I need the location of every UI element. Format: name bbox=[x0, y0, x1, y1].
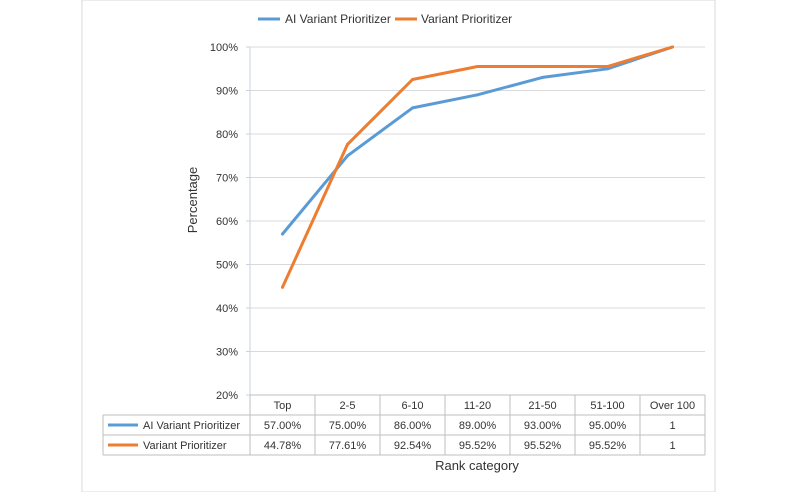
data-point bbox=[281, 285, 284, 289]
data-point bbox=[606, 64, 609, 68]
x-tick-label: 6-10 bbox=[401, 400, 423, 412]
y-axis-ticks: 20% 30% 40% 50% 60% 70% 80% 90% 100% bbox=[210, 42, 238, 402]
table-series-name: AI Variant Prioritizer bbox=[143, 420, 240, 432]
data-point bbox=[281, 232, 284, 236]
table-cell: 86.00% bbox=[394, 420, 432, 432]
table-cell: 89.00% bbox=[459, 420, 497, 432]
data-point bbox=[671, 45, 674, 49]
data-point bbox=[476, 64, 479, 68]
table-cell: 92.54% bbox=[394, 440, 432, 452]
y-tick-label: 40% bbox=[216, 303, 238, 315]
y-tick-label: 60% bbox=[216, 216, 238, 228]
table-cell: 57.00% bbox=[264, 420, 302, 432]
data-point bbox=[411, 106, 414, 110]
legend-label: Variant Prioritizer bbox=[421, 12, 512, 26]
table-cell: 77.61% bbox=[329, 440, 367, 452]
data-point bbox=[541, 64, 544, 68]
table-cell: 1 bbox=[669, 440, 675, 452]
table-cell: 75.00% bbox=[329, 420, 367, 432]
table-cell: 44.78% bbox=[264, 440, 302, 452]
y-tick-label: 100% bbox=[210, 42, 238, 54]
x-tick-label: 11-20 bbox=[464, 400, 491, 412]
table-cell: 95.52% bbox=[589, 440, 627, 452]
y-tick-label: 90% bbox=[216, 86, 238, 98]
table-cell: 95.52% bbox=[524, 440, 562, 452]
x-tick-label: 51-100 bbox=[590, 400, 624, 412]
data-point bbox=[346, 142, 349, 146]
data-point bbox=[346, 154, 349, 158]
y-axis-title: Percentage bbox=[185, 167, 200, 234]
table-cell: 95.00% bbox=[589, 420, 627, 432]
x-axis-title: Rank category bbox=[435, 458, 519, 473]
data-point bbox=[411, 77, 414, 81]
legend-label: AI Variant Prioritizer bbox=[285, 12, 391, 26]
data-table: Top 2-5 6-10 11-20 21-50 51-100 Over 100 AI Var… bbox=[102, 394, 706, 456]
y-tick-label: 70% bbox=[216, 173, 238, 185]
data-point bbox=[476, 93, 479, 97]
y-tick-label: 20% bbox=[216, 390, 238, 402]
table-cell: 93.00% bbox=[524, 420, 562, 432]
y-tick-label: 80% bbox=[216, 129, 238, 141]
legend: AI Variant Prioritizer Variant Prioritize… bbox=[258, 12, 512, 26]
chart-area-border bbox=[81, 0, 716, 493]
table-cell: 1 bbox=[669, 420, 675, 432]
table-series-name: Variant Prioritizer bbox=[143, 440, 227, 452]
gridlines bbox=[246, 46, 705, 396]
series-lines bbox=[281, 45, 674, 289]
x-tick-label: Top bbox=[274, 400, 292, 412]
y-tick-label: 50% bbox=[216, 260, 238, 272]
x-tick-label: 21-50 bbox=[528, 400, 556, 412]
y-tick-label: 30% bbox=[216, 347, 238, 359]
x-tick-label: 2-5 bbox=[340, 400, 356, 412]
table-cell: 95.52% bbox=[459, 440, 497, 452]
data-point bbox=[541, 75, 544, 79]
x-tick-label: Over 100 bbox=[650, 400, 695, 412]
